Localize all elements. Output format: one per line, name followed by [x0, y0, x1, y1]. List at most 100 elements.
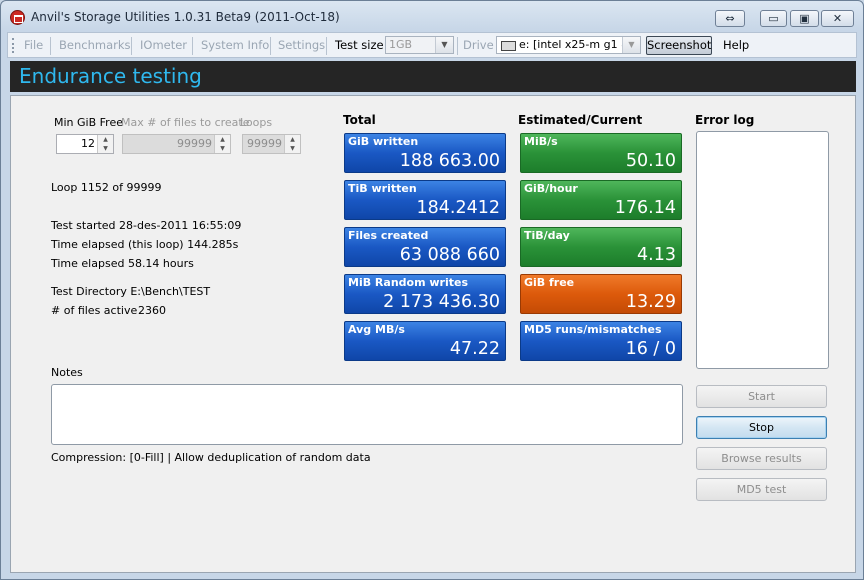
tile-value: 4.13 — [637, 245, 676, 265]
arrow-down-icon[interactable]: ▼ — [290, 145, 295, 152]
tile-value: 184.2412 — [416, 198, 500, 218]
error-log-box[interactable] — [696, 131, 829, 369]
main-panel: Min GiB Free 12 ▲ ▼ Max # of files to cre… — [10, 95, 856, 573]
swap-window-button[interactable]: ⇔ — [715, 10, 745, 27]
toolbar-grip-icon — [12, 38, 17, 53]
toolbar-separator — [192, 37, 193, 55]
tile-tib-per-day: TiB/day 4.13 — [520, 227, 682, 267]
tile-gib-written: GiB written 188 663.00 — [344, 133, 506, 173]
tile-gib-per-hour: GiB/hour 176.14 — [520, 180, 682, 220]
files-active-label: # of files active — [51, 304, 138, 317]
stepper-arrows[interactable]: ▲ ▼ — [97, 135, 113, 153]
tile-gib-free: GiB free 13.29 — [520, 274, 682, 314]
tile-label: TiB/day — [524, 229, 570, 242]
max-files-stepper[interactable]: 99999 ▲ ▼ — [122, 134, 231, 154]
drive-select[interactable]: e: [intel x25-m g1 80g ▼ — [496, 36, 641, 54]
toolbar-separator — [457, 37, 458, 55]
time-elapsed-total: Time elapsed 58.14 hours — [51, 257, 194, 270]
tile-value: 188 663.00 — [399, 151, 500, 171]
tile-label: Avg MB/s — [348, 323, 405, 336]
title-bar: Anvil's Storage Utilities 1.0.31 Beta9 (… — [1, 1, 863, 31]
loops-value: 99999 — [247, 137, 282, 150]
chevron-down-icon: ▼ — [622, 37, 640, 53]
toolbar-separator — [50, 37, 51, 55]
min-gib-free-stepper[interactable]: 12 ▲ ▼ — [56, 134, 114, 154]
menu-help[interactable]: Help — [723, 38, 750, 52]
loops-stepper[interactable]: 99999 ▲ ▼ — [242, 134, 301, 154]
test-size-value: 1GB — [389, 38, 413, 51]
drive-value: e: [intel x25-m g1 80g — [519, 38, 641, 51]
notes-label: Notes — [51, 366, 83, 379]
menu-benchmarks[interactable]: Benchmarks — [59, 38, 131, 52]
tile-avg-mbs: Avg MB/s 47.22 — [344, 321, 506, 361]
tile-value: 47.22 — [449, 339, 500, 359]
arrow-down-icon[interactable]: ▼ — [103, 145, 108, 152]
arrow-down-icon[interactable]: ▼ — [220, 145, 225, 152]
min-gib-free-value: 12 — [81, 137, 95, 150]
toolbar-separator — [131, 37, 132, 55]
tile-label: GiB written — [348, 135, 419, 148]
app-logo-icon — [10, 10, 25, 25]
error-log-heading: Error log — [695, 113, 755, 127]
arrow-up-icon[interactable]: ▲ — [290, 136, 295, 143]
max-files-label: Max # of files to create — [121, 116, 250, 129]
menu-system-info[interactable]: System Info — [201, 38, 270, 52]
toolbar-separator — [270, 37, 271, 55]
screenshot-button[interactable]: Screenshot — [646, 36, 712, 55]
test-size-select[interactable]: 1GB ▼ — [385, 36, 454, 54]
stepper-arrows[interactable]: ▲ ▼ — [284, 135, 300, 153]
test-started: Test started 28-des-2011 16:55:09 — [51, 219, 242, 232]
menu-settings[interactable]: Settings — [278, 38, 326, 52]
stop-button[interactable]: Stop — [696, 416, 827, 439]
max-files-value: 99999 — [177, 137, 212, 150]
arrow-up-icon[interactable]: ▲ — [103, 136, 108, 143]
maximize-button[interactable]: ▣ — [790, 10, 819, 27]
estimated-heading: Estimated/Current — [518, 113, 643, 127]
chevron-down-icon: ▼ — [435, 37, 453, 53]
menu-iometer[interactable]: IOmeter — [140, 38, 188, 52]
loops-label: Loops — [240, 116, 273, 129]
drive-label: Drive — [463, 38, 494, 52]
page-header: Endurance testing — [10, 61, 856, 92]
menu-file[interactable]: File — [24, 38, 44, 52]
tile-tib-written: TiB written 184.2412 — [344, 180, 506, 220]
arrow-up-icon[interactable]: ▲ — [220, 136, 225, 143]
tile-label: TiB written — [348, 182, 417, 195]
tile-mib-random-writes: MiB Random writes 2 173 436.30 — [344, 274, 506, 314]
tile-value: 16 / 0 — [625, 339, 676, 359]
tile-value: 63 088 660 — [399, 245, 500, 265]
start-button[interactable]: Start — [696, 385, 827, 408]
minimize-button[interactable]: ▭ — [760, 10, 787, 27]
window-title: Anvil's Storage Utilities 1.0.31 Beta9 (… — [31, 10, 340, 24]
test-size-label: Test size — [335, 38, 384, 52]
md5-test-button[interactable]: MD5 test — [696, 478, 827, 501]
tile-value: 50.10 — [625, 151, 676, 171]
tile-value: 2 173 436.30 — [383, 292, 500, 312]
tile-files-created: Files created 63 088 660 — [344, 227, 506, 267]
browse-results-button[interactable]: Browse results — [696, 447, 827, 470]
files-active-value: 2360 — [138, 304, 166, 317]
menu-toolbar: File Benchmarks IOmeter System Info Sett… — [7, 32, 857, 58]
loop-status: Loop 1152 of 99999 — [51, 181, 162, 194]
tile-label: MD5 runs/mismatches — [524, 323, 662, 336]
tile-value: 13.29 — [625, 292, 676, 312]
total-heading: Total — [343, 113, 376, 127]
compression-info: Compression: [0-Fill] | Allow deduplicat… — [51, 451, 371, 464]
close-button[interactable]: ✕ — [821, 10, 854, 27]
tile-label: Files created — [348, 229, 429, 242]
stepper-arrows[interactable]: ▲ ▼ — [214, 135, 230, 153]
min-gib-free-label: Min GiB Free — [54, 116, 123, 129]
tile-value: 176.14 — [614, 198, 676, 218]
time-elapsed-loop: Time elapsed (this loop) 144.285s — [51, 238, 239, 251]
tile-md5-runs: MD5 runs/mismatches 16 / 0 — [520, 321, 682, 361]
tile-label: MiB/s — [524, 135, 558, 148]
tile-label: GiB free — [524, 276, 575, 289]
test-directory: Test Directory E:\Bench\TEST — [51, 285, 211, 298]
tile-mib-per-sec: MiB/s 50.10 — [520, 133, 682, 173]
notes-textarea[interactable] — [51, 384, 683, 445]
tile-label: MiB Random writes — [348, 276, 469, 289]
toolbar-separator — [326, 37, 327, 55]
drive-icon — [501, 41, 516, 51]
tile-label: GiB/hour — [524, 182, 578, 195]
